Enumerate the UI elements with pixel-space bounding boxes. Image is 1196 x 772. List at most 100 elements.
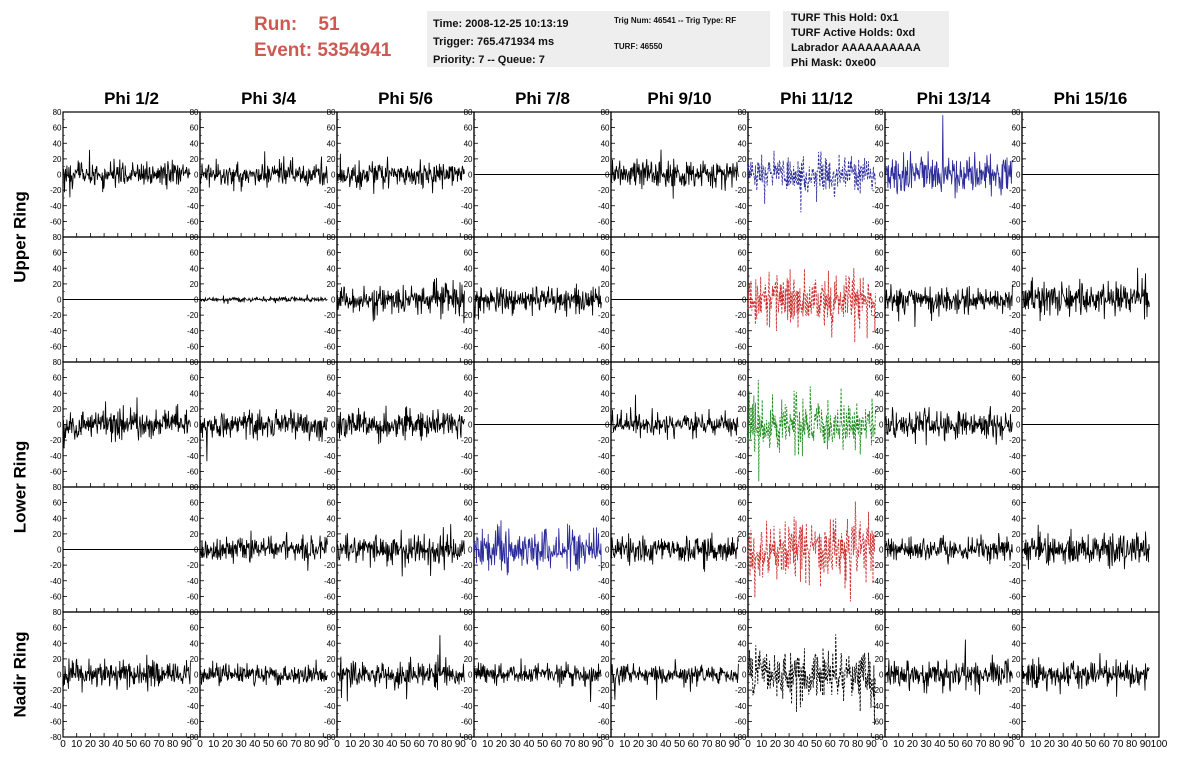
labrador-text: Labrador AAAAAAAAAA bbox=[791, 42, 921, 54]
y-tick-label: 0 bbox=[605, 671, 610, 680]
y-tick-label: 0 bbox=[879, 421, 884, 430]
y-tick-label: 20 bbox=[53, 280, 62, 289]
waveform-panel: -60 -40 -20 0 20 40 60 80 bbox=[872, 358, 1023, 488]
y-tick-label: 80 bbox=[464, 108, 473, 117]
y-tick-label: 20 bbox=[738, 155, 747, 164]
y-tick-label: -20 bbox=[1009, 186, 1021, 195]
y-tick-label: 80 bbox=[464, 483, 473, 492]
y-tick-label: 60 bbox=[875, 374, 884, 383]
x-tick-label: 60 bbox=[825, 739, 837, 750]
y-tick-label: 80 bbox=[601, 608, 610, 617]
y-tick-label: -40 bbox=[1009, 202, 1021, 211]
y-tick-label: 20 bbox=[464, 530, 473, 539]
y-tick-label: 20 bbox=[53, 655, 62, 664]
y-tick-label: -40 bbox=[872, 452, 884, 461]
y-tick-label: 40 bbox=[327, 514, 336, 523]
y-tick-label: -20 bbox=[187, 436, 199, 445]
y-tick-label: -20 bbox=[1009, 561, 1021, 570]
waveform-panel: -60 -40 -20 0 20 40 60 80 bbox=[324, 108, 475, 238]
x-tick-label: 60 bbox=[277, 739, 289, 750]
waveform-trace bbox=[62, 654, 191, 693]
y-tick-label: 80 bbox=[53, 108, 62, 117]
x-tick-label: 10 bbox=[756, 739, 768, 750]
y-tick-label: 80 bbox=[327, 483, 336, 492]
waveform-trace bbox=[199, 409, 328, 462]
x-tick-label: 30 bbox=[647, 739, 659, 750]
y-tick-label: -20 bbox=[324, 311, 336, 320]
x-tick-label: 90 bbox=[1003, 739, 1015, 750]
y-tick-label: -60 bbox=[187, 717, 199, 726]
y-tick-label: -20 bbox=[50, 686, 62, 695]
y-tick-label: -20 bbox=[598, 686, 610, 695]
y-tick-label: 0 bbox=[1016, 671, 1021, 680]
x-tick-label: 80 bbox=[441, 739, 453, 750]
y-tick-label: -60 bbox=[461, 217, 473, 226]
y-tick-label: 60 bbox=[327, 249, 336, 258]
y-tick-label: -40 bbox=[50, 452, 62, 461]
y-tick-label: 20 bbox=[1012, 155, 1021, 164]
y-tick-label: -40 bbox=[461, 702, 473, 711]
y-tick-label: 80 bbox=[601, 483, 610, 492]
y-tick-label: 20 bbox=[464, 155, 473, 164]
waveform-panel: -60 -40 -20 0 20 40 60 80 bbox=[187, 108, 338, 238]
waveform-panel: -60 -40 -20 0 20 40 60 80 bbox=[598, 358, 749, 488]
y-tick-label: 80 bbox=[1012, 608, 1021, 617]
y-tick-label: 80 bbox=[738, 608, 747, 617]
waveform-panel: -80 -60 -40 -20 0 20 40 60 80 bbox=[598, 608, 749, 742]
y-tick-label: 0 bbox=[331, 171, 336, 180]
y-tick-label: -20 bbox=[1009, 311, 1021, 320]
waveform-trace bbox=[336, 153, 465, 194]
y-tick-label: 40 bbox=[601, 264, 610, 273]
x-tick-label: 90 bbox=[729, 739, 741, 750]
y-tick-label: 40 bbox=[601, 389, 610, 398]
y-tick-label: -20 bbox=[598, 436, 610, 445]
y-tick-label: 40 bbox=[738, 514, 747, 523]
y-tick-label: -40 bbox=[598, 577, 610, 586]
run-value: 51 bbox=[318, 14, 340, 35]
y-tick-label: 0 bbox=[331, 671, 336, 680]
y-tick-label: -80 bbox=[1009, 733, 1021, 742]
y-tick-label: -60 bbox=[598, 217, 610, 226]
y-tick-label: -40 bbox=[1009, 577, 1021, 586]
x-tick-label: 40 bbox=[1071, 739, 1083, 750]
y-tick-label: 60 bbox=[601, 249, 610, 258]
waveform-panel: -60 -40 -20 0 20 40 60 80 bbox=[1009, 483, 1160, 613]
y-tick-label: -60 bbox=[1009, 217, 1021, 226]
waveform-panel: -60 -40 -20 0 20 40 60 80 bbox=[735, 233, 886, 363]
y-tick-label: -60 bbox=[872, 592, 884, 601]
x-tick-label: 70 bbox=[975, 739, 987, 750]
y-tick-label: -40 bbox=[324, 327, 336, 336]
y-tick-label: 80 bbox=[190, 483, 199, 492]
y-tick-label: 60 bbox=[1012, 249, 1021, 258]
y-tick-label: 60 bbox=[190, 374, 199, 383]
waveform-trace bbox=[199, 151, 328, 192]
x-tick-label: 50 bbox=[537, 739, 549, 750]
y-tick-label: 20 bbox=[190, 655, 199, 664]
event-label: Event: bbox=[254, 40, 313, 61]
y-tick-label: -60 bbox=[598, 342, 610, 351]
y-tick-label: 80 bbox=[53, 483, 62, 492]
y-tick-label: -40 bbox=[324, 577, 336, 586]
y-tick-label: 0 bbox=[468, 171, 473, 180]
waveform-panel: -80 -60 -40 -20 0 20 40 60 80 bbox=[872, 608, 1023, 742]
y-tick-label: -20 bbox=[187, 686, 199, 695]
y-tick-label: 40 bbox=[875, 514, 884, 523]
y-tick-label: 40 bbox=[53, 264, 62, 273]
y-tick-label: -60 bbox=[50, 342, 62, 351]
y-tick-label: -40 bbox=[872, 327, 884, 336]
y-tick-label: 0 bbox=[879, 671, 884, 680]
trig-num-text: Trig Num: 46541 -- Trig Type: RF bbox=[614, 16, 737, 25]
y-tick-label: -40 bbox=[598, 702, 610, 711]
y-tick-label: 0 bbox=[605, 171, 610, 180]
x-tick-label: 0 bbox=[1019, 739, 1025, 750]
x-tick-label: 0 bbox=[197, 739, 203, 750]
y-tick-label: -20 bbox=[735, 311, 747, 320]
y-tick-label: 0 bbox=[468, 421, 473, 430]
waveform-panel: -60 -40 -20 0 20 40 60 80 bbox=[324, 483, 475, 613]
y-tick-label: 0 bbox=[57, 671, 62, 680]
x-tick-label: 80 bbox=[1126, 739, 1138, 750]
y-tick-label: 80 bbox=[875, 108, 884, 117]
y-tick-label: 20 bbox=[1012, 280, 1021, 289]
x-tick-label: 40 bbox=[249, 739, 261, 750]
